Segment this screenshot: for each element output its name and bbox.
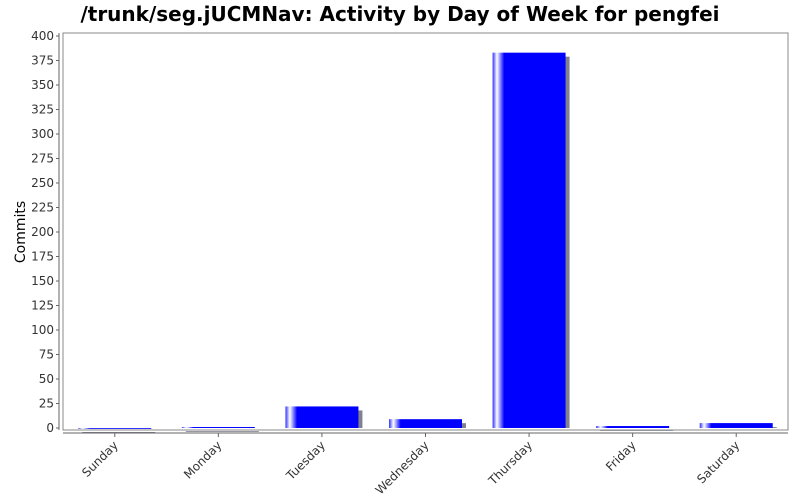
y-tick-label: 325 — [31, 103, 54, 117]
x-tick-label-tuesday: Tuesday — [283, 438, 328, 483]
x-tick-label-friday: Friday — [603, 438, 639, 474]
y-tick-label: 0 — [46, 421, 54, 435]
x-axis: Sunday Monday Tuesday Wednesday Thursday Frid… — [63, 432, 788, 497]
bar-shadow — [185, 431, 259, 432]
bar-tuesday — [285, 406, 359, 428]
bar-saturday — [699, 423, 773, 428]
y-tick-label: 100 — [31, 323, 54, 337]
bar-friday — [596, 426, 670, 428]
bar-thursday — [492, 52, 566, 428]
y-tick-label: 50 — [39, 372, 54, 386]
x-tick-label-wednesday: Wednesday — [373, 438, 432, 497]
y-tick-label: 225 — [31, 201, 54, 215]
x-tick-label-saturday: Saturday — [694, 438, 742, 486]
plot-area — [62, 32, 789, 431]
bar-monday — [181, 427, 255, 428]
y-tick-label: 75 — [39, 348, 54, 362]
y-tick-label: 125 — [31, 299, 54, 313]
x-tick-label-sunday: Sunday — [79, 438, 121, 480]
y-axis-label: Commits — [13, 201, 29, 263]
y-tick-label: 175 — [31, 250, 54, 264]
y-tick-label: 350 — [31, 78, 54, 92]
chart-title: /trunk/seg.jUCMNav: Activity by Day of W… — [80, 2, 720, 26]
y-tick-label: 150 — [31, 274, 54, 288]
y-axis: 0 25 50 75 100 125 150 175 200 225 250 275 300 325 350… — [31, 29, 60, 435]
x-tick-label-monday: Monday — [181, 438, 224, 481]
y-tick-label: 375 — [31, 54, 54, 68]
bars — [78, 52, 777, 433]
y-tick-label: 275 — [31, 152, 54, 166]
y-tick-label: 200 — [31, 225, 54, 239]
bar-shadow — [82, 432, 156, 433]
y-tick-label: 250 — [31, 176, 54, 190]
bar-sunday — [78, 428, 152, 429]
x-tick-label-thursday: Thursday — [485, 438, 535, 488]
bar-wednesday — [389, 419, 462, 428]
bar-shadow — [600, 430, 674, 431]
plot-frame — [62, 32, 789, 431]
y-tick-label: 300 — [31, 127, 54, 141]
y-tick-label: 25 — [39, 397, 54, 411]
y-tick-label: 400 — [31, 29, 54, 43]
